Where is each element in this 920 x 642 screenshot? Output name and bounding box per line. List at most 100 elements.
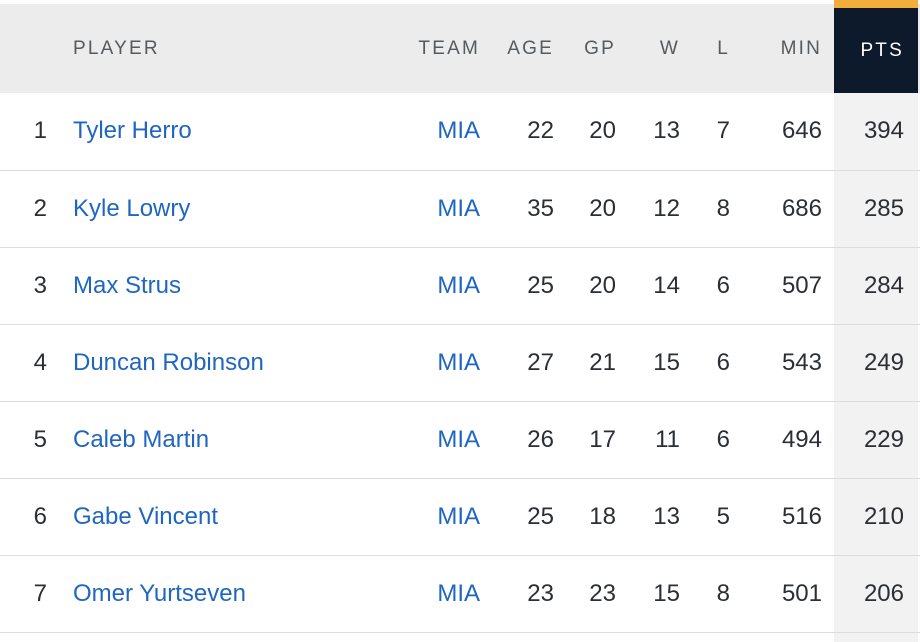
l-cell: 8 bbox=[716, 194, 730, 222]
player-cell: Tyler Herro bbox=[60, 93, 380, 170]
min-cell: 494 bbox=[781, 425, 822, 453]
header-rank bbox=[0, 4, 60, 93]
min-cell: 507 bbox=[781, 271, 822, 299]
pts-cell: 284 bbox=[834, 247, 918, 324]
player-cell: Max Strus bbox=[60, 247, 380, 324]
gp-cell: 20 bbox=[589, 117, 616, 145]
gp-cell: 23 bbox=[589, 579, 616, 607]
team-cell: MIA bbox=[380, 93, 480, 170]
player-cell: Omer Yurtseven bbox=[60, 555, 380, 632]
team-link[interactable]: MIA bbox=[437, 425, 480, 453]
team-link[interactable]: MIA bbox=[437, 502, 480, 530]
header-row: PLAYER TEAM AGE GP W L MIN PTS bbox=[0, 0, 920, 93]
age-cell: 26 bbox=[527, 425, 554, 453]
table-header: PLAYER TEAM AGE GP W L MIN PTS bbox=[0, 0, 920, 93]
header-filler bbox=[918, 4, 920, 93]
header-gp[interactable]: GP bbox=[584, 37, 616, 59]
player-link[interactable]: Max Strus bbox=[73, 271, 182, 299]
rank-cell: 1 bbox=[33, 117, 47, 145]
rank-cell: 5 bbox=[33, 425, 47, 453]
header-age[interactable]: AGE bbox=[507, 37, 554, 59]
player-link[interactable]: Kyle Lowry bbox=[73, 194, 191, 222]
team-link[interactable]: MIA bbox=[437, 579, 480, 607]
partial-cell bbox=[380, 632, 480, 642]
table-row: 7 Omer Yurtseven MIA 23 23 15 8 501 206 bbox=[0, 555, 920, 632]
w-cell: 13 bbox=[653, 502, 680, 530]
partial-cell bbox=[480, 632, 568, 642]
rank-cell: 4 bbox=[33, 348, 47, 376]
player-link[interactable]: Tyler Herro bbox=[73, 117, 192, 145]
partial-pts-cell bbox=[834, 632, 918, 642]
team-cell: MIA bbox=[380, 324, 480, 401]
age-cell: 27 bbox=[527, 348, 554, 376]
team-cell: MIA bbox=[380, 478, 480, 555]
table-row: 4 Duncan Robinson MIA 27 21 15 6 543 249 bbox=[0, 324, 920, 401]
player-link[interactable]: Caleb Martin bbox=[73, 425, 210, 453]
w-cell: 15 bbox=[653, 348, 680, 376]
min-cell: 501 bbox=[781, 579, 822, 607]
min-cell: 686 bbox=[781, 194, 822, 222]
table-row: 5 Caleb Martin MIA 26 17 11 6 494 229 bbox=[0, 401, 920, 478]
table-row: 6 Gabe Vincent MIA 25 18 13 5 516 210 bbox=[0, 478, 920, 555]
team-link[interactable]: MIA bbox=[437, 348, 480, 376]
l-cell: 5 bbox=[716, 502, 730, 530]
age-cell: 35 bbox=[527, 194, 554, 222]
l-cell: 6 bbox=[716, 348, 730, 376]
rank-cell: 7 bbox=[33, 579, 47, 607]
header-team[interactable]: TEAM bbox=[418, 37, 480, 59]
player-link[interactable]: Gabe Vincent bbox=[73, 502, 218, 530]
partial-cell bbox=[700, 632, 744, 642]
min-cell: 516 bbox=[781, 502, 822, 530]
gp-cell: 20 bbox=[589, 271, 616, 299]
min-cell: 543 bbox=[781, 348, 822, 376]
partial-cell bbox=[744, 632, 834, 642]
team-cell: MIA bbox=[380, 247, 480, 324]
header-min[interactable]: MIN bbox=[780, 37, 822, 59]
gp-cell: 21 bbox=[589, 348, 616, 376]
team-cell: MIA bbox=[380, 170, 480, 247]
header-l[interactable]: L bbox=[717, 37, 730, 59]
header-player[interactable]: PLAYER bbox=[73, 37, 160, 59]
gp-cell: 20 bbox=[589, 194, 616, 222]
player-link[interactable]: Duncan Robinson bbox=[73, 348, 264, 376]
gp-cell: 17 bbox=[589, 425, 616, 453]
team-cell: MIA bbox=[380, 401, 480, 478]
age-cell: 25 bbox=[527, 271, 554, 299]
age-cell: 25 bbox=[527, 502, 554, 530]
header-pts-sorted[interactable]: PTS bbox=[834, 0, 918, 93]
rank-cell: 2 bbox=[33, 194, 47, 222]
partial-cell bbox=[60, 632, 380, 642]
partial-cell bbox=[0, 632, 60, 642]
pts-cell: 285 bbox=[834, 170, 918, 247]
pts-cell: 206 bbox=[834, 555, 918, 632]
partial-cell bbox=[636, 632, 700, 642]
player-cell: Gabe Vincent bbox=[60, 478, 380, 555]
pts-cell: 210 bbox=[834, 478, 918, 555]
l-cell: 8 bbox=[716, 579, 730, 607]
w-cell: 14 bbox=[653, 271, 680, 299]
header-w[interactable]: W bbox=[659, 37, 680, 59]
w-cell: 15 bbox=[653, 579, 680, 607]
w-cell: 13 bbox=[653, 117, 680, 145]
pts-cell: 229 bbox=[834, 401, 918, 478]
team-link[interactable]: MIA bbox=[437, 271, 480, 299]
rank-cell: 6 bbox=[33, 502, 47, 530]
rank-cell: 3 bbox=[33, 271, 47, 299]
team-link[interactable]: MIA bbox=[437, 117, 480, 145]
team-link[interactable]: MIA bbox=[437, 194, 480, 222]
table-body: 1 Tyler Herro MIA 22 20 13 7 646 394 2 K… bbox=[0, 93, 920, 642]
pts-cell: 249 bbox=[834, 324, 918, 401]
min-cell: 646 bbox=[781, 117, 822, 145]
player-link[interactable]: Omer Yurtseven bbox=[73, 579, 246, 607]
age-cell: 22 bbox=[527, 117, 554, 145]
gp-cell: 18 bbox=[589, 502, 616, 530]
age-cell: 23 bbox=[527, 579, 554, 607]
team-cell: MIA bbox=[380, 555, 480, 632]
partial-cell bbox=[568, 632, 636, 642]
pts-cell: 394 bbox=[834, 93, 918, 170]
player-cell: Kyle Lowry bbox=[60, 170, 380, 247]
l-cell: 6 bbox=[716, 425, 730, 453]
table-row: 2 Kyle Lowry MIA 35 20 12 8 686 285 bbox=[0, 170, 920, 247]
